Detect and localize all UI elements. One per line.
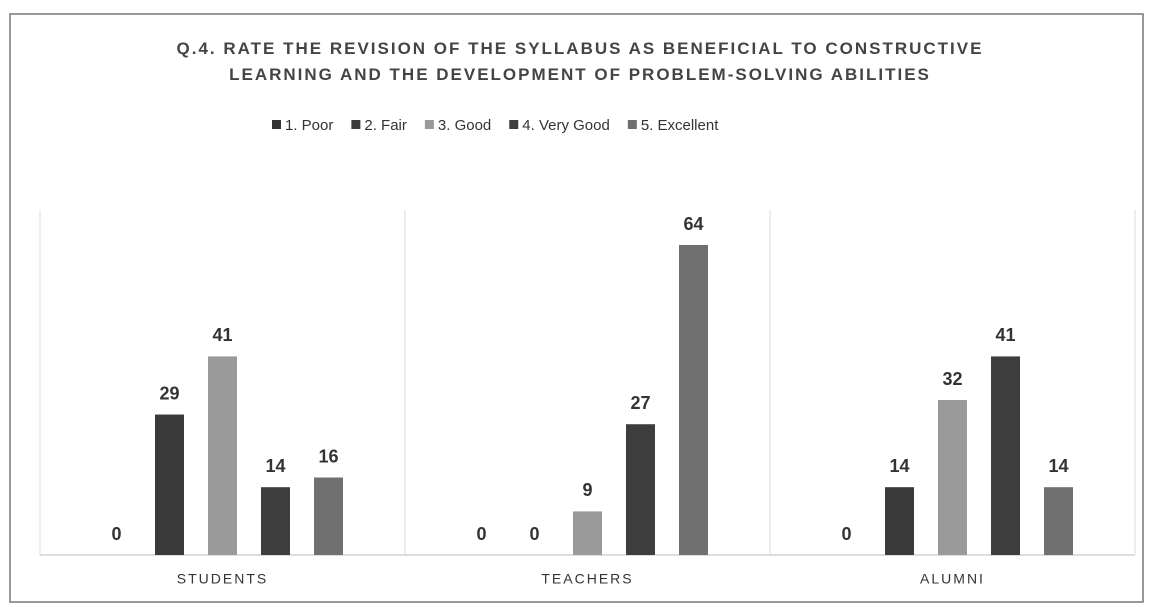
data-label: 16 [318,446,338,466]
bar [573,511,602,555]
bar [314,477,343,555]
bar [991,356,1020,555]
legend-swatch [627,120,637,129]
data-label: 41 [212,325,232,345]
data-label: 0 [111,524,121,544]
data-label: 9 [582,480,592,500]
legend-swatch [272,120,281,129]
chart-border [9,13,1144,603]
bar [626,424,655,555]
data-label: 32 [942,369,962,389]
data-label: 64 [683,214,703,234]
bar [885,487,914,555]
legend-swatch [351,120,361,129]
data-label: 27 [630,393,650,413]
legend-label: 5. Excellent [641,117,719,134]
x-tick-label: ALUMNI [920,571,985,587]
legend-label: 2. Fair [364,117,407,134]
data-label: 41 [995,325,1015,345]
data-label: 14 [265,456,285,476]
data-label: 14 [1048,456,1068,476]
legend-label: 4. Very Good [522,117,610,134]
data-label: 0 [476,524,486,544]
data-label: 14 [889,456,909,476]
bar [261,487,290,555]
data-label: 0 [529,524,539,544]
bar [1044,487,1073,555]
legend-swatch [509,120,519,129]
chart-title: Q.4. RATE THE REVISION OF THE SYLLABUS A… [176,39,984,84]
bar [208,356,237,555]
bar [155,414,184,555]
x-tick-label: TEACHERS [541,571,633,587]
bar [938,400,967,555]
legend-label: 3. Good [438,117,491,134]
bar [679,245,708,555]
data-label: 0 [841,524,851,544]
x-tick-label: STUDENTS [177,571,268,587]
legend-swatch [424,120,434,129]
legend-label: 1. Poor [285,117,333,134]
data-label: 29 [159,383,179,403]
